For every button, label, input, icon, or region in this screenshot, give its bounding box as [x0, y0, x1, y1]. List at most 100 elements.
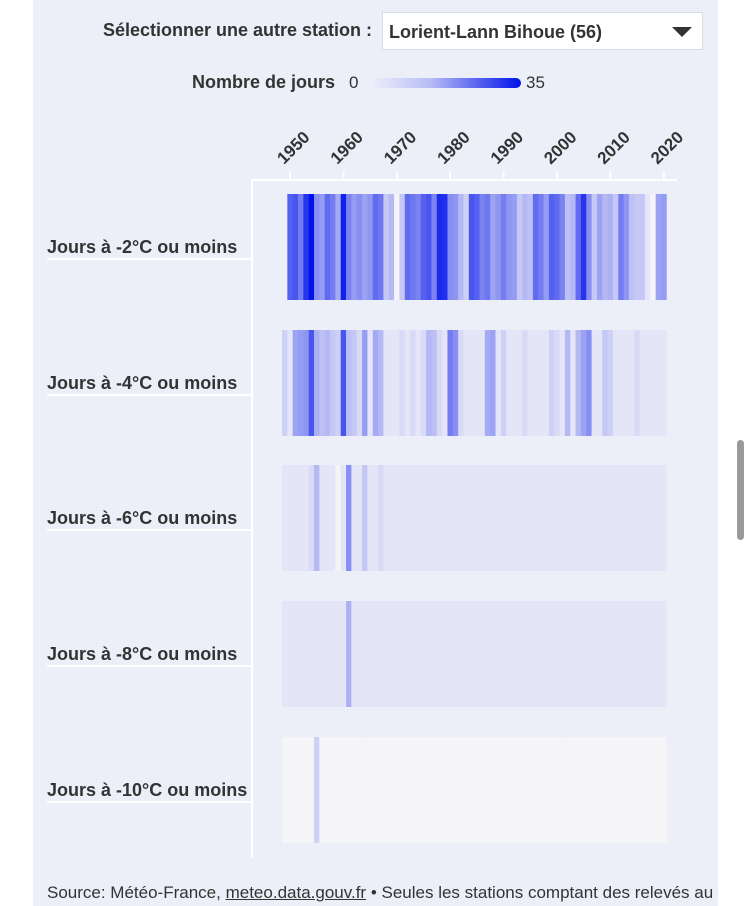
heatmap-cell — [596, 601, 603, 707]
heatmap-cell — [367, 737, 374, 843]
heatmap-cell — [639, 601, 646, 707]
heatmap-cell — [447, 737, 454, 843]
heatmap-cell — [495, 194, 502, 300]
heatmap-cell — [655, 465, 662, 571]
heatmap-cell — [623, 194, 630, 300]
heatmap-cell — [442, 465, 448, 571]
heatmap-cell — [468, 465, 475, 571]
heatmap-cell — [484, 601, 491, 707]
heatmap-cell — [484, 737, 491, 843]
heatmap-cell — [634, 465, 641, 571]
heatmap-cell — [554, 601, 560, 707]
heatmap-cell — [394, 465, 400, 571]
heatmap-cell — [367, 465, 374, 571]
heatmap-cell — [362, 601, 368, 707]
heatmap-cell — [596, 737, 603, 843]
source-link[interactable]: meteo.data.gouv.fr — [225, 883, 367, 902]
heatmap-cell — [479, 330, 486, 436]
heatmap-cell — [404, 330, 411, 436]
heatmap-cell — [602, 194, 609, 300]
heatmap-cell — [500, 601, 507, 707]
heatmap-cell — [479, 465, 486, 571]
heatmap-cell — [415, 601, 422, 707]
heatmap-cell — [335, 194, 342, 300]
heatmap-cell — [655, 194, 662, 300]
heatmap-cell — [618, 465, 625, 571]
station-select[interactable]: Lorient-Lann Bihoue (56) — [382, 12, 703, 50]
chart-panel: Sélectionner une autre station : Lorient… — [33, 0, 718, 906]
heatmap-cell — [452, 601, 459, 707]
heatmap-cell — [383, 465, 390, 571]
heatmap-cell — [564, 465, 571, 571]
heatmap-cell — [580, 194, 587, 300]
heatmap-cell — [554, 330, 560, 436]
heatmap-cell — [623, 601, 630, 707]
heatmap-cell — [426, 737, 432, 843]
heatmap-cell — [660, 330, 667, 436]
heatmap-cell — [495, 330, 502, 436]
heatmap-cell — [538, 465, 544, 571]
heatmap-cell — [484, 330, 491, 436]
heatmap-cell — [298, 330, 304, 436]
heatmap-cell — [559, 465, 566, 571]
heatmap-cell — [660, 194, 667, 300]
heatmap-cell — [356, 194, 363, 300]
heatmap-cell — [447, 601, 454, 707]
heatmap-cell — [522, 737, 528, 843]
row-label: Jours à -10°C ou moins — [47, 780, 247, 800]
chevron-down-icon[interactable] — [672, 27, 692, 37]
station-selector-row: Sélectionner une autre station : Lorient… — [33, 12, 718, 52]
heatmap-cell — [479, 601, 486, 707]
heatmap-cell — [356, 330, 363, 436]
heatmap-cell — [516, 194, 523, 300]
x-tick-label: 2020 — [647, 128, 687, 168]
heatmap-cell — [452, 737, 459, 843]
heatmap-cell — [308, 194, 315, 300]
heatmap-cell — [303, 737, 310, 843]
heatmap-cell — [628, 465, 635, 571]
heatmap-cell — [372, 601, 379, 707]
heatmap-cell — [426, 601, 432, 707]
heatmap-cell — [319, 601, 326, 707]
heatmap-cell — [655, 737, 662, 843]
heatmap-cell — [442, 194, 448, 300]
heatmap-cell — [511, 465, 518, 571]
heatmap-cell — [415, 465, 422, 571]
heatmap-cell — [527, 465, 534, 571]
heatmap-cell — [559, 737, 566, 843]
heatmap-cell — [346, 737, 352, 843]
heatmap-cell — [367, 601, 374, 707]
heatmap-cell — [468, 330, 475, 436]
heatmap-cell — [548, 737, 555, 843]
heatmap-cell — [298, 737, 304, 843]
heatmap-cell — [596, 194, 603, 300]
heatmap-cell — [468, 737, 475, 843]
heatmap-cell — [522, 601, 528, 707]
heatmap-cell — [570, 737, 576, 843]
heatmap-cell — [378, 465, 384, 571]
page-scrollbar[interactable] — [737, 440, 744, 540]
heatmap-cell — [644, 194, 651, 300]
heatmap-cell — [506, 601, 512, 707]
heatmap-cell — [607, 465, 614, 571]
heatmap-cell — [314, 465, 320, 571]
heatmap-cell — [495, 601, 502, 707]
heatmap-cell — [591, 601, 598, 707]
heatmap-cell — [415, 194, 422, 300]
heatmap-cell — [410, 737, 416, 843]
legend-title: Nombre de jours — [191, 72, 335, 92]
heatmap-cell — [287, 737, 294, 843]
heatmap-cell — [500, 330, 507, 436]
heatmap-cell — [500, 737, 507, 843]
heatmap-cell — [607, 601, 614, 707]
legend-gradient-bar — [370, 78, 521, 88]
heatmap-cell — [644, 330, 651, 436]
x-tick-label: 1960 — [327, 128, 367, 168]
heatmap-cell — [628, 601, 635, 707]
heatmap-cell — [426, 465, 432, 571]
heatmap-cell — [650, 194, 657, 300]
heatmap-cell — [420, 330, 427, 436]
heatmap-cell — [468, 601, 475, 707]
heatmap-cell — [490, 194, 496, 300]
heatmap-cell — [452, 330, 459, 436]
